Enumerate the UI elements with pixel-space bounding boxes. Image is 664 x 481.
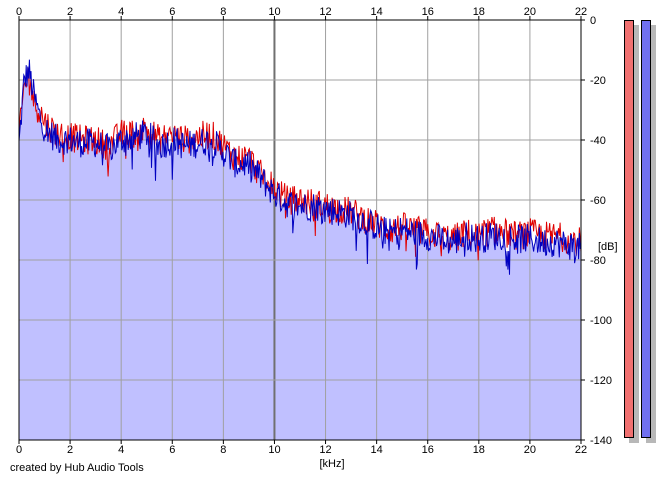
credit-text: created by Hub Audio Tools xyxy=(10,462,144,474)
spectrum-fill-area xyxy=(19,59,581,440)
x-tick-label-bottom: 18 xyxy=(473,444,485,456)
left-channel-level-meter xyxy=(624,20,634,438)
x-tick-label-top: 4 xyxy=(118,6,124,18)
y-tick-label: -20 xyxy=(590,75,606,87)
x-tick-label-top: 16 xyxy=(422,6,434,18)
right-meter-shadow xyxy=(646,25,656,443)
x-tick-label-top: 12 xyxy=(319,6,331,18)
x-tick-label-top: 6 xyxy=(169,6,175,18)
y-tick-label: -60 xyxy=(590,195,606,207)
y-tick-label: -120 xyxy=(590,375,612,387)
x-tick-label-top: 20 xyxy=(524,6,536,18)
x-tick-label-bottom: 8 xyxy=(220,444,226,456)
x-tick-label-bottom: 14 xyxy=(371,444,383,456)
tick-labels: 002244668810101212141416161818202022220-… xyxy=(16,6,612,456)
right-channel-level-meter xyxy=(641,20,651,438)
x-tick-label-bottom: 10 xyxy=(268,444,280,456)
y-tick-label: 0 xyxy=(590,15,596,27)
left-meter-shadow xyxy=(629,25,639,443)
x-tick-label-bottom: 0 xyxy=(16,444,22,456)
y-tick-label: -100 xyxy=(590,315,612,327)
x-axis-label: [kHz] xyxy=(319,458,344,470)
x-tick-label-bottom: 22 xyxy=(575,444,587,456)
y-axis-label: [dB] xyxy=(598,241,618,253)
x-tick-label-top: 2 xyxy=(67,6,73,18)
axes xyxy=(18,16,585,444)
x-tick-label-bottom: 2 xyxy=(67,444,73,456)
spectrum-series-line xyxy=(18,59,582,275)
x-tick-label-bottom: 12 xyxy=(319,444,331,456)
y-tick-label: -140 xyxy=(590,435,612,447)
x-tick-label-top: 18 xyxy=(473,6,485,18)
x-tick-label-bottom: 16 xyxy=(422,444,434,456)
x-tick-label-top: 0 xyxy=(16,6,22,18)
x-tick-label-top: 22 xyxy=(575,6,587,18)
x-tick-label-top: 10 xyxy=(268,6,280,18)
y-tick-label: -80 xyxy=(590,255,606,267)
y-tick-label: -40 xyxy=(590,135,606,147)
x-tick-label-bottom: 4 xyxy=(118,444,124,456)
x-tick-label-top: 14 xyxy=(371,6,383,18)
x-tick-label-top: 8 xyxy=(220,6,226,18)
x-tick-label-bottom: 6 xyxy=(169,444,175,456)
x-tick-label-bottom: 20 xyxy=(524,444,536,456)
